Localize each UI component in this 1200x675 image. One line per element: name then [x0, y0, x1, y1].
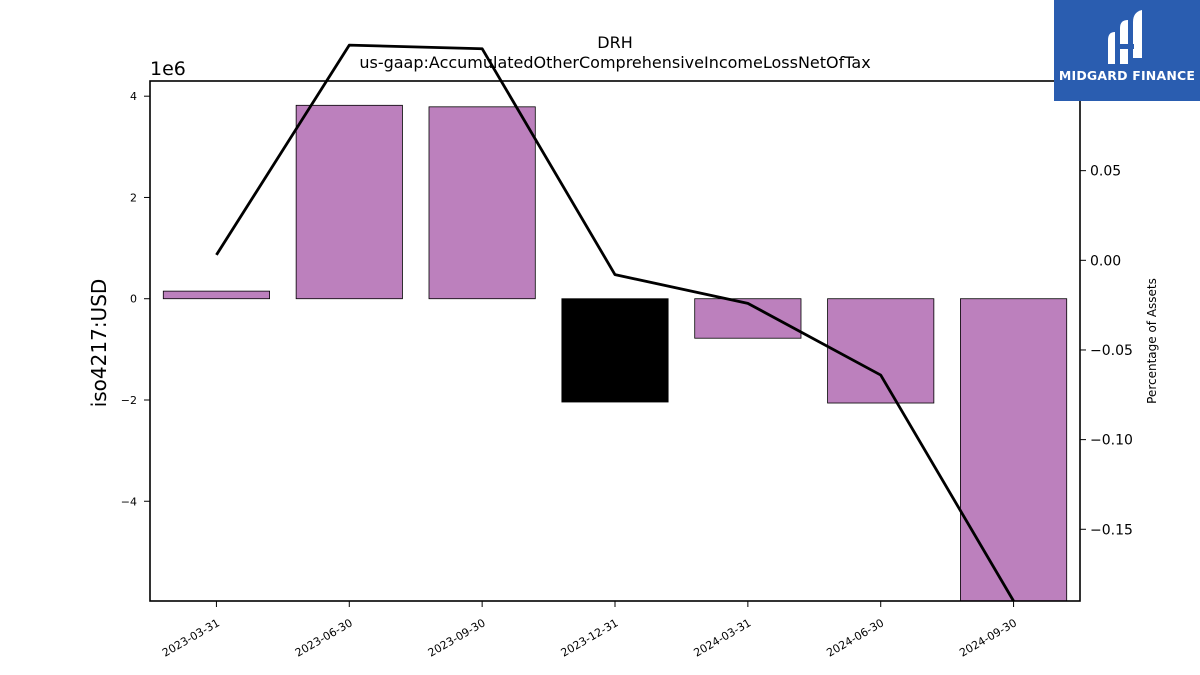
y2-tick-label: −0.15	[1090, 522, 1133, 538]
x-tick-label: 2024-09-30	[957, 616, 1019, 659]
y2-tick-label: 0.00	[1090, 253, 1121, 269]
chart-subtitle: us-gaap:AccumulatedOtherComprehensiveInc…	[359, 53, 870, 72]
x-tick-label: 2023-03-31	[160, 616, 222, 659]
y-tick-label: 0	[130, 293, 137, 306]
percentage-line	[215, 43, 1015, 602]
y-tick-label: −4	[121, 495, 137, 508]
logo-text: MIDGARD FINANCE	[1058, 68, 1196, 83]
y-axis-label: iso4217:USD	[87, 279, 111, 408]
y-tick-label: −2	[121, 394, 137, 407]
midgard-finance-logo: MIDGARD FINANCE	[1054, 0, 1200, 101]
bar-2023-03-31	[162, 290, 270, 300]
y2-axis-label: Percentage of Assets	[1145, 278, 1159, 404]
x-tick-label: 2023-06-30	[293, 616, 355, 659]
chart-title: DRH	[597, 33, 632, 52]
y-tick-label: 4	[130, 90, 137, 103]
y-tick-label: 2	[130, 191, 137, 204]
x-tick-label: 2023-09-30	[426, 616, 488, 659]
bar-2023-09-30	[428, 106, 536, 300]
bar-2024-06-30	[827, 298, 935, 404]
x-tick-label: 2023-12-31	[559, 616, 621, 659]
y2-tick-label: −0.10	[1090, 433, 1133, 449]
y2-tick-label: 0.05	[1090, 164, 1121, 180]
bars-group	[162, 104, 1068, 602]
bar-2023-06-30	[295, 104, 403, 300]
logo-mark-icon	[1108, 10, 1142, 64]
bar-2024-03-31	[694, 298, 802, 339]
x-tick-label: 2024-06-30	[824, 616, 886, 659]
y2-tick-label: −0.05	[1090, 343, 1133, 359]
bar-2023-12-31	[561, 298, 669, 403]
bar-2024-09-30	[960, 298, 1068, 602]
x-tick-label: 2024-03-31	[691, 616, 753, 659]
y-offset-label: 1e6	[150, 58, 186, 80]
line-group	[215, 43, 1015, 602]
